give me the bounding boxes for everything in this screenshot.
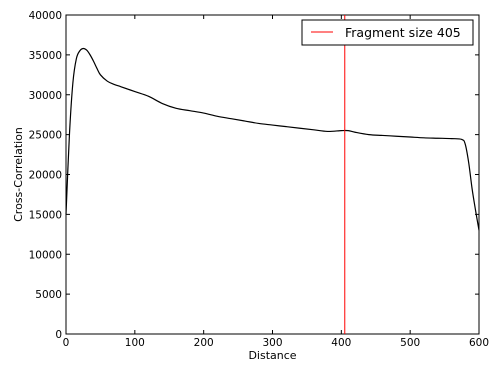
plot-frame xyxy=(65,14,480,335)
y-tick-label: 5000 xyxy=(35,289,62,301)
x-tick-label: 200 xyxy=(194,337,214,349)
y-tick-label: 25000 xyxy=(29,130,62,142)
x-tick-label: 400 xyxy=(331,337,351,349)
cross-correlation-line xyxy=(65,47,480,231)
legend: Fragment size 405 xyxy=(301,19,474,46)
y-axis-label: Cross-Correlation xyxy=(12,127,25,222)
x-tick-label: 0 xyxy=(63,337,70,349)
x-axis: 0 100 200 300 400 500 600 xyxy=(63,15,489,349)
y-tick-label: 20000 xyxy=(29,170,62,182)
x-axis-label: Distance xyxy=(248,349,296,362)
y-tick-label: 10000 xyxy=(29,249,62,261)
legend-label: Fragment size 405 xyxy=(345,25,461,40)
y-tick-label: 40000 xyxy=(29,10,62,22)
y-axis: 0 5000 10000 15000 20000 25000 30000 35000 40000 xyxy=(29,10,479,341)
y-tick-label: 35000 xyxy=(29,50,62,62)
x-tick-label: 500 xyxy=(400,337,420,349)
y-tick-label: 30000 xyxy=(29,90,62,102)
x-tick-label: 600 xyxy=(469,337,489,349)
x-tick-label: 300 xyxy=(262,337,282,349)
plot-area xyxy=(65,14,480,335)
series-layer xyxy=(65,15,480,334)
y-tick-label: 0 xyxy=(55,329,62,341)
y-tick-label: 15000 xyxy=(29,209,62,221)
x-tick-label: 100 xyxy=(125,337,145,349)
